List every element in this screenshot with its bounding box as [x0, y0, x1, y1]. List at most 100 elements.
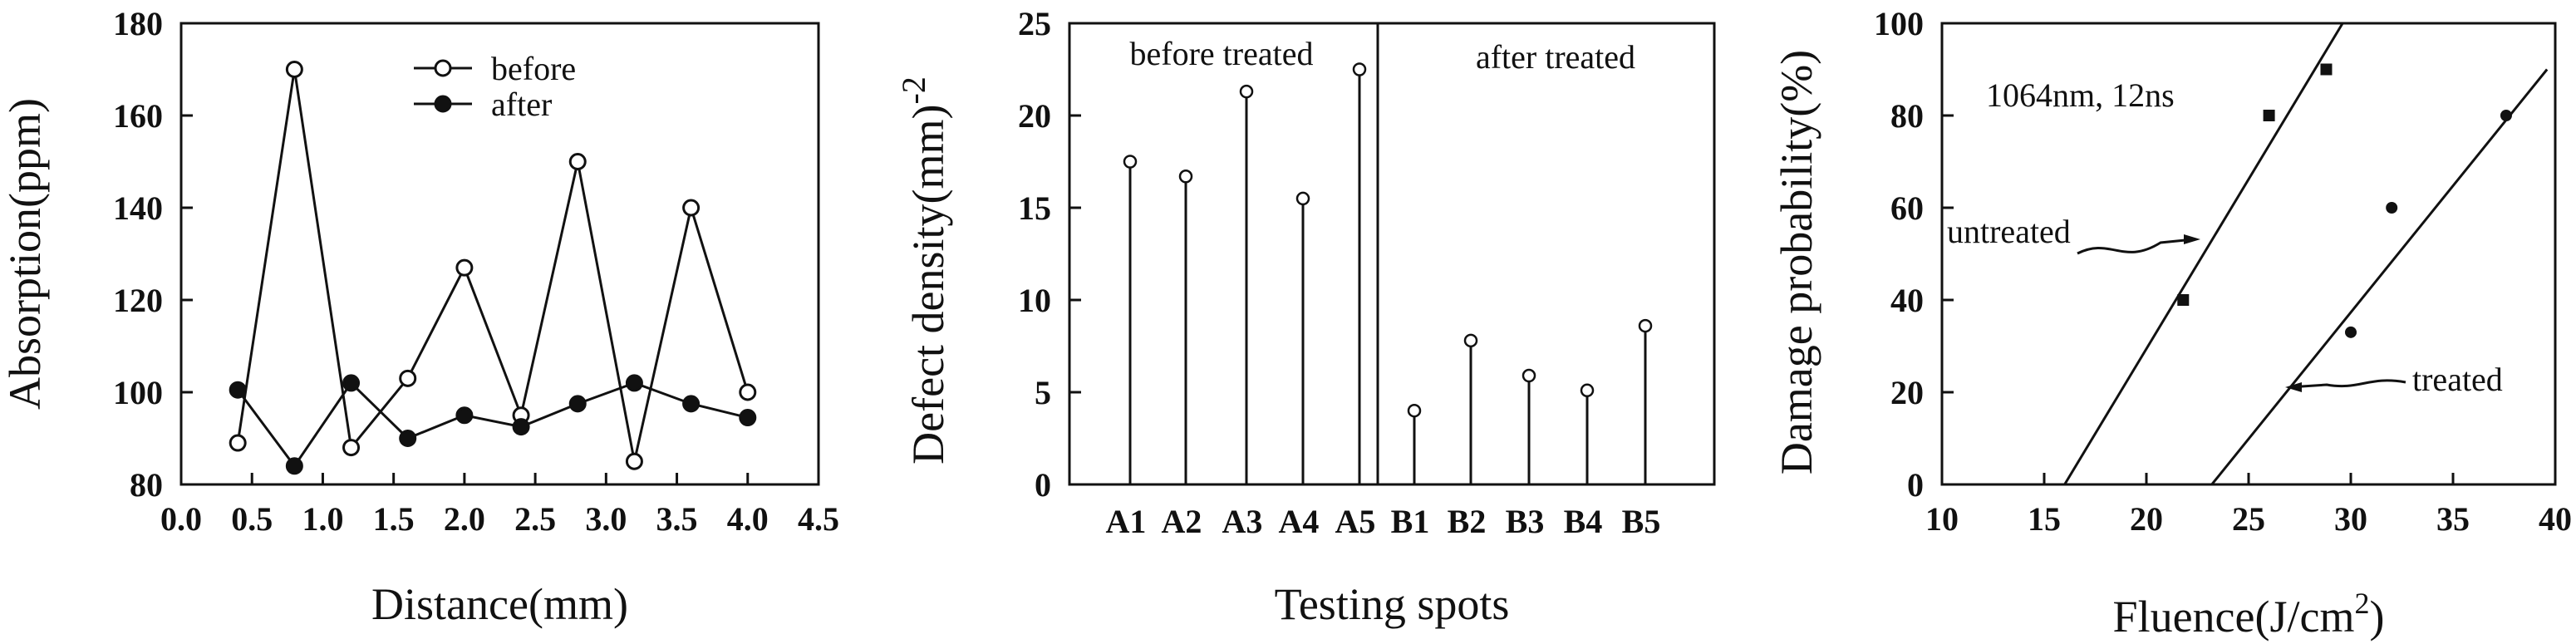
plot2-stem-marker: [1407, 403, 1422, 418]
plot2-region-label-after: after treated: [1476, 38, 1635, 76]
plot1-point-after: [625, 374, 643, 392]
plot1-ytick-label: 120: [113, 282, 163, 319]
plot1-xtick-label: 1.5: [373, 500, 415, 538]
plot3-xtick-label: 25: [2232, 500, 2265, 538]
plot3-annotation: 1064nm, 12ns: [1986, 76, 2175, 114]
plot1-xlabel: Distance(mm): [371, 579, 628, 629]
plot2-stem-marker: [1580, 383, 1595, 398]
plot1-point-before: [625, 452, 643, 470]
plot3-arrow-treated: [2288, 379, 2406, 389]
plot3-label-treated: treated: [2412, 361, 2503, 398]
plot1-point-before: [739, 383, 757, 401]
plot2-category-label: B2: [1448, 503, 1487, 540]
plot1-point-before: [455, 258, 474, 277]
plot2-xlabel: Testing spots: [1275, 579, 1510, 629]
plot1-legend-label: before: [491, 50, 576, 87]
plot1-point-after: [455, 406, 474, 425]
plot3-point-untreated: [2177, 294, 2190, 306]
plot3-xlabel-main: Fluence(J/cm: [2113, 592, 2355, 642]
plot1-xtick-label: 3.0: [585, 500, 627, 538]
plot3-arrow-untreated: [2077, 238, 2195, 255]
plot2-stem-marker: [1463, 333, 1478, 348]
plot1-point-after: [342, 374, 361, 392]
plot3-arrowhead-treated: [2285, 382, 2302, 392]
plot3-ytick-label: 0: [1907, 466, 1924, 504]
plot3-point-treated: [2500, 110, 2512, 121]
plot3-xtick-label: 40: [2539, 500, 2572, 538]
plot3-label-untreated: untreated: [1947, 213, 2071, 250]
plot2-ytick-label: 20: [1018, 97, 1051, 135]
plot3-fit-line-untreated: [2063, 23, 2344, 484]
plot1-ytick-label: 80: [130, 466, 163, 504]
plot2-ytick-label: 0: [1035, 466, 1051, 504]
plot1-xtick-label: 4.5: [798, 500, 839, 538]
plot1-legend-label: after: [491, 86, 552, 123]
plot3-fit-line-treated: [2210, 68, 2549, 484]
plot2-stem-marker: [1295, 191, 1310, 206]
plot2-category-label: A3: [1222, 503, 1263, 540]
plot1-point-after: [682, 395, 701, 413]
plot1-point-after: [285, 457, 303, 475]
plot2-category-label: B1: [1391, 503, 1430, 540]
plot1-point-after: [568, 395, 587, 413]
plot1-xtick-label: 2.0: [444, 500, 485, 538]
plot1-ytick-label: 140: [113, 189, 163, 227]
plot3-ytick-label: 80: [1890, 97, 1924, 135]
plot1-xtick-label: 3.5: [656, 500, 698, 538]
plot3-point-untreated: [2320, 63, 2333, 76]
plot1-point-before: [682, 199, 701, 217]
plot3-ytick-label: 100: [1874, 5, 1924, 42]
plot1-ylabel: Absorption(ppm): [0, 98, 50, 410]
plot2-stem-marker: [1178, 170, 1193, 184]
plot3-xlabel: Fluence(J/cm2): [2113, 587, 2385, 642]
plot2-frame: [1068, 22, 1716, 486]
plot2-stem-marker: [1239, 84, 1254, 99]
plot3-ylabel: Damage probability(%): [1772, 50, 1821, 474]
plot3-xtick-label: 10: [1925, 500, 1959, 538]
plot1-series-line-after: [236, 381, 749, 469]
plot1-frame: [179, 22, 820, 486]
plot2-category-label: A5: [1335, 503, 1376, 540]
plot2-ylabel-main: Defect density(mm): [903, 104, 953, 464]
plot2-category-label: B3: [1506, 503, 1545, 540]
plot3-xtick-label: 15: [2028, 500, 2061, 538]
plot1-xtick-label: 1.0: [302, 500, 343, 538]
plot2-category-label: B5: [1622, 503, 1661, 540]
plot2-category-label: B4: [1564, 503, 1603, 540]
plot3-xtick-label: 35: [2436, 500, 2470, 538]
plot1-point-before: [229, 434, 247, 452]
plot1-point-before: [342, 439, 361, 457]
plot3-point-treated: [2386, 202, 2398, 214]
plot2-ytick-label: 25: [1018, 5, 1051, 42]
plot3-ytick-label: 60: [1890, 189, 1924, 227]
plot1-legend-marker: [434, 95, 452, 113]
plot1-xtick-label: 0.0: [160, 500, 202, 538]
plot1-xtick-label: 4.0: [727, 500, 769, 538]
plot3-ytick-label: 40: [1890, 282, 1924, 319]
plot1-point-after: [399, 430, 417, 447]
plot1-ytick-label: 180: [113, 5, 163, 42]
plot1-point-after: [739, 409, 757, 427]
plot2-category-label: A4: [1279, 503, 1320, 540]
plot1-point-after: [512, 418, 530, 436]
plot2-category-label: A1: [1106, 503, 1147, 540]
plot2-ylabel-exponent: -2: [895, 76, 932, 104]
plot2-category-label: A2: [1162, 503, 1202, 540]
plot2-region-label-before: before treated: [1130, 35, 1314, 72]
plot3-point-untreated: [2263, 110, 2275, 121]
plot3-xtick-label: 30: [2334, 500, 2367, 538]
plot3-xlabel-suffix: ): [2369, 592, 2384, 642]
plot1-xtick-label: 0.5: [231, 500, 273, 538]
plot3-ytick-label: 20: [1890, 374, 1924, 411]
plot1-series-line-before: [236, 69, 750, 462]
plot3-xlabel-exponent: 2: [2354, 587, 2369, 620]
plot1-xtick-label: 2.5: [514, 500, 556, 538]
plot1-legend-marker: [434, 59, 452, 77]
plot3-point-treated: [2345, 326, 2357, 338]
plot3-xtick-label: 20: [2130, 500, 2163, 538]
plot2-ytick-label: 10: [1018, 282, 1051, 319]
plot2-stem-marker: [1123, 155, 1138, 169]
plot2-ylabel: Defect density(mm)-2: [895, 76, 953, 465]
plot2-ytick-label: 5: [1035, 374, 1051, 411]
